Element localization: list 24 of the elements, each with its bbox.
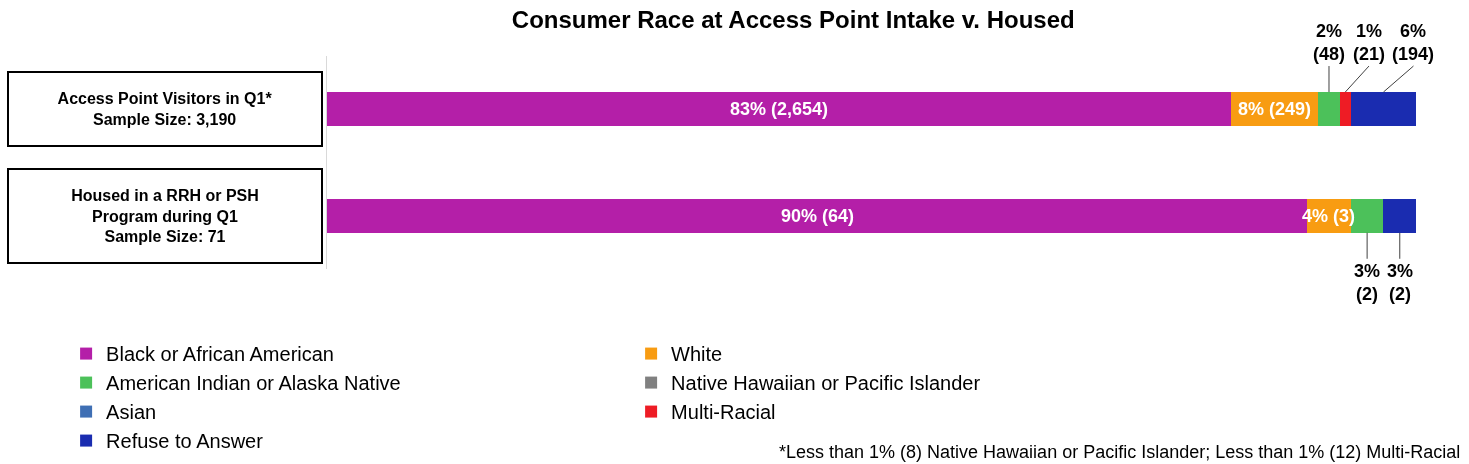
bar bbox=[1383, 198, 1417, 233]
legend-label: Black or African American bbox=[106, 343, 334, 366]
legend-label: Refuse to Answer bbox=[106, 430, 264, 453]
data-label: 1% (21) bbox=[1353, 21, 1386, 65]
legend-label: Multi-Racial bbox=[671, 401, 776, 424]
data-label: 6% (194) bbox=[1392, 21, 1435, 65]
legend-label: Native Hawaiian or Pacific Islander bbox=[671, 372, 981, 395]
data-label: 8% (249) bbox=[1238, 99, 1312, 119]
text: *Less than 1% (8) Native Hawaiian or Pacific Islander; Less than 1% (12) Multi-Racial bbox=[779, 442, 1461, 462]
data-label: 83% (2,654) bbox=[730, 99, 829, 119]
legend-label: Asian bbox=[106, 401, 157, 424]
bar bbox=[1318, 91, 1340, 127]
bar bbox=[1350, 91, 1417, 127]
data-label: 90% (64) bbox=[781, 206, 855, 226]
bar bbox=[1339, 91, 1351, 127]
legend-label: White bbox=[671, 343, 723, 366]
data-label: 2% (48) bbox=[1313, 21, 1346, 65]
bar bbox=[327, 91, 1231, 127]
legend-label: American Indian or Alaska Native bbox=[106, 372, 401, 395]
chart-title: Consumer Race at Access Point Intake v. Housed bbox=[511, 6, 1075, 34]
y-tick-label: Access Point Visitors in Q1* Sample Size: 3,190 bbox=[57, 90, 273, 128]
data-label: 3% (2) bbox=[1354, 261, 1381, 305]
data-label: 3% (2) bbox=[1387, 261, 1414, 305]
y-tick-label: Housed in a RRH or PSH Program during Q1 Sample Size: 71 bbox=[71, 186, 259, 246]
